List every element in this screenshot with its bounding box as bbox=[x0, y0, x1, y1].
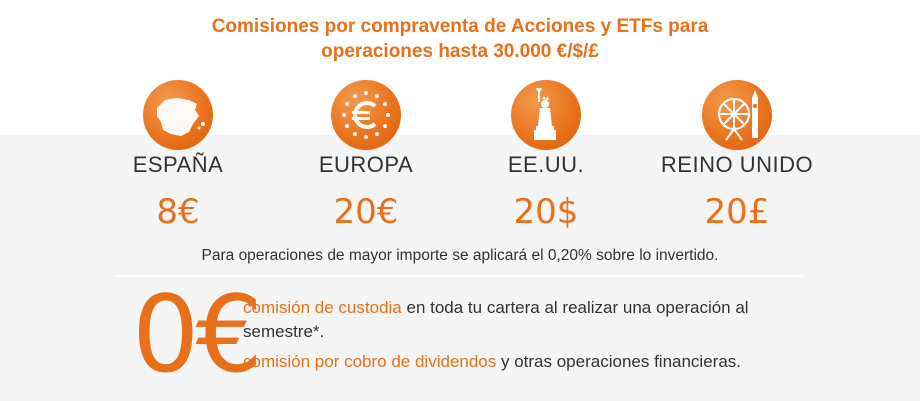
country-label: EE.UU. bbox=[507, 152, 585, 177]
country-label: EUROPA bbox=[318, 152, 414, 177]
price-label: 20$ bbox=[513, 192, 579, 232]
price-label: 8€ bbox=[156, 192, 200, 232]
country-label: ESPAÑA bbox=[132, 152, 224, 177]
price-label: 20€ bbox=[333, 192, 399, 232]
spain-map-icon bbox=[143, 80, 213, 150]
dividend-fee-feature: comisión por cobro de dividendos y otras… bbox=[243, 350, 843, 374]
price-label: 20£ bbox=[704, 192, 770, 232]
larger-amount-note: Para operaciones de mayor importe se apl… bbox=[201, 247, 719, 264]
london-eye-icon bbox=[702, 80, 772, 150]
euro-stars-icon bbox=[331, 80, 401, 150]
dividend-fee-text: y otras operaciones financieras. bbox=[496, 352, 742, 371]
title-line-2: operaciones hasta 30.000 €/$/£ bbox=[321, 41, 599, 62]
dividend-fee-highlight: comisión por cobro de dividendos bbox=[243, 352, 497, 371]
custody-fee-highlight: comisión de custodia bbox=[243, 298, 402, 317]
content-panel bbox=[0, 135, 920, 401]
page-title: Comisiones por compraventa de Acciones y… bbox=[0, 14, 920, 64]
market-uk: REINO UNIDO 20£ bbox=[637, 80, 837, 232]
divider bbox=[115, 275, 803, 277]
market-usa: EE.UU. 20$ bbox=[446, 80, 646, 232]
country-label: REINO UNIDO bbox=[660, 152, 814, 177]
market-europe: EUROPA 20€ bbox=[266, 80, 466, 232]
title-line-1: Comisiones por compraventa de Acciones y… bbox=[211, 16, 709, 37]
market-spain: ESPAÑA 8€ bbox=[78, 80, 278, 232]
statue-of-liberty-icon bbox=[511, 80, 581, 150]
custody-fee-feature: comisión de custodia en toda tu cartera … bbox=[243, 296, 803, 344]
zero-fee-amount: 0€ bbox=[132, 273, 263, 396]
custody-fee-text: en toda tu cartera al realizar una opera… bbox=[243, 298, 749, 341]
